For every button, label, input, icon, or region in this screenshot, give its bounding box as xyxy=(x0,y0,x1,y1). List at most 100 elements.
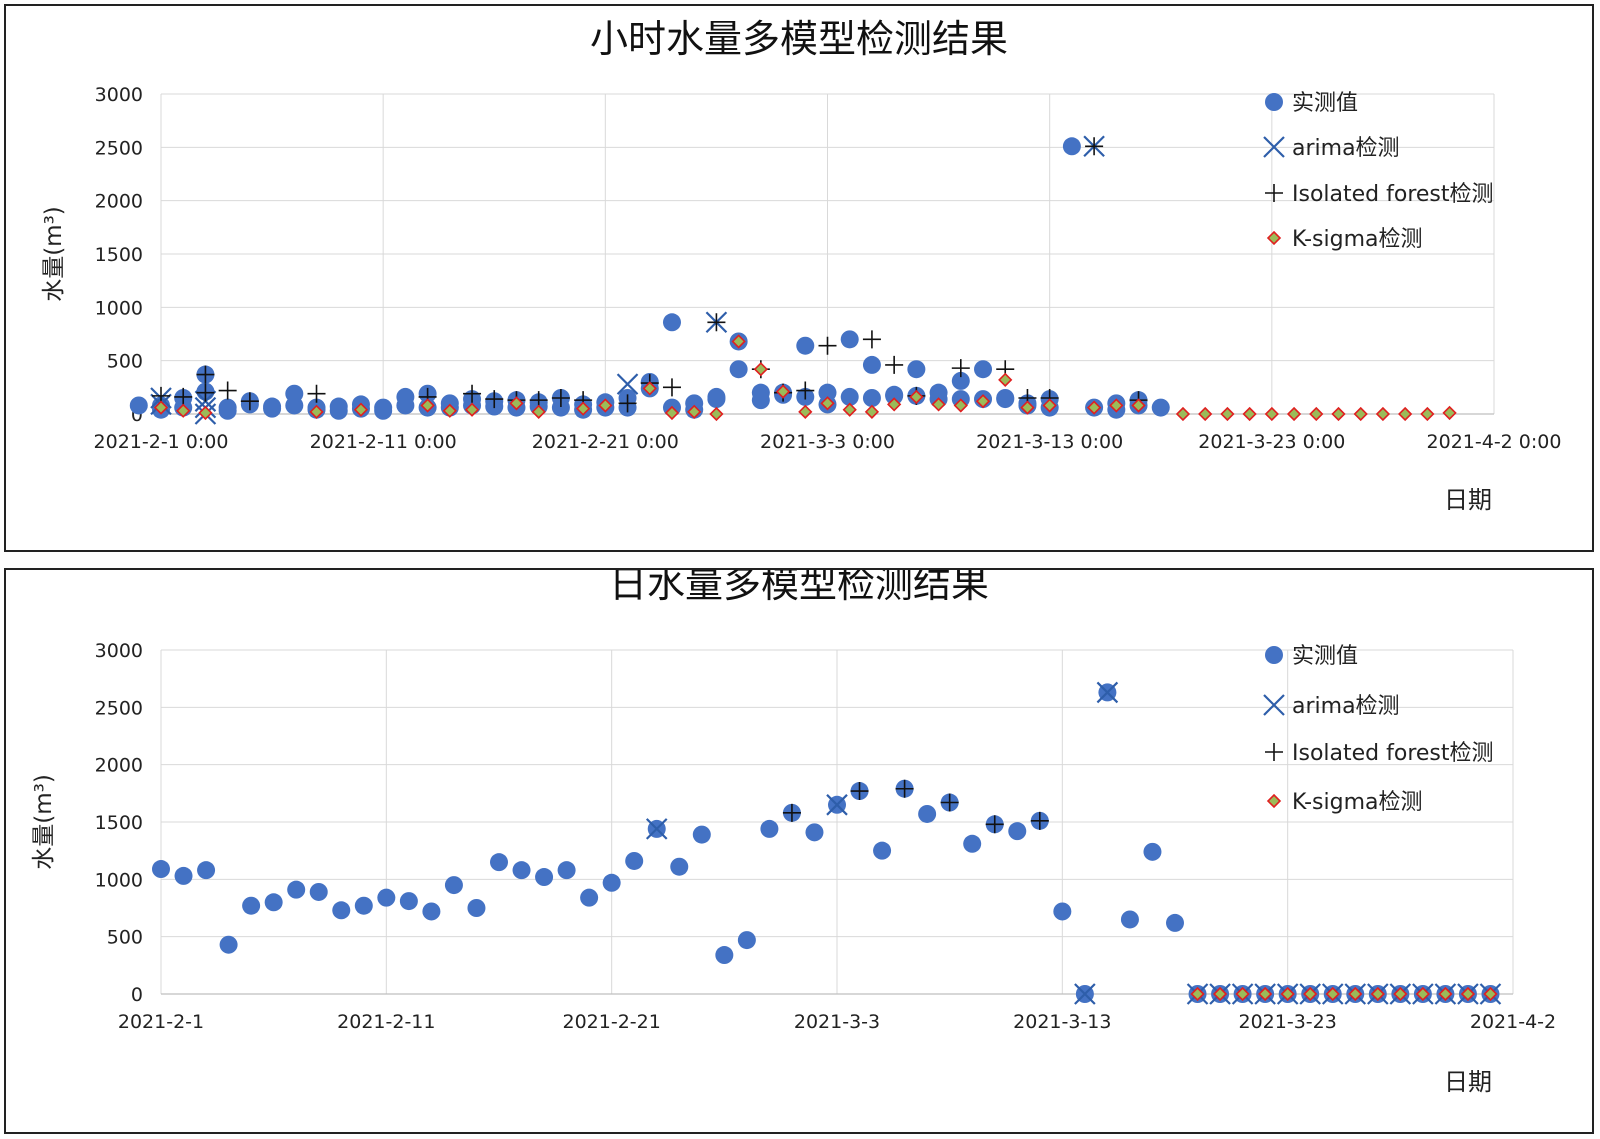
ksigma-marker xyxy=(1220,406,1235,422)
iforest-marker xyxy=(218,381,237,400)
ksigma-marker xyxy=(1438,986,1453,1002)
observed-point xyxy=(862,389,881,407)
iforest-marker xyxy=(862,330,881,349)
observed-point xyxy=(907,360,926,379)
observed-point xyxy=(1120,910,1139,929)
ksigma-marker xyxy=(1280,986,1295,1002)
legend-marker xyxy=(1266,230,1282,246)
y-tick-label: 2000 xyxy=(95,755,143,777)
observed-point xyxy=(580,888,599,907)
observed-point xyxy=(1053,902,1072,921)
observed-point xyxy=(218,401,237,420)
observed-point xyxy=(1151,398,1170,417)
observed-point xyxy=(242,896,261,915)
y-tick-label: 3000 xyxy=(95,640,143,662)
y-tick-label: 1500 xyxy=(95,244,143,266)
iforest-marker xyxy=(618,394,637,413)
observed-point xyxy=(263,399,282,418)
ksigma-marker xyxy=(664,405,680,421)
ksigma-marker xyxy=(309,404,324,419)
ksigma-marker xyxy=(1420,406,1435,422)
iforest-marker xyxy=(707,313,726,332)
ksigma-marker xyxy=(1331,406,1346,422)
iforest-marker xyxy=(307,384,326,403)
iforest-marker xyxy=(174,387,193,406)
y-tick-label: 1000 xyxy=(95,297,143,319)
ksigma-marker xyxy=(753,362,768,377)
observed-point xyxy=(329,401,348,420)
y-axis-label: 水量(m³) xyxy=(31,774,57,870)
series-1 xyxy=(645,681,1502,1005)
observed-point xyxy=(197,861,216,880)
observed-point xyxy=(662,313,681,332)
observed-point xyxy=(490,853,508,872)
ksigma-marker xyxy=(1086,400,1102,415)
observed-point xyxy=(737,931,756,950)
ksigma-marker xyxy=(1286,406,1302,422)
legend-label: 实测值 xyxy=(1292,644,1358,669)
observed-point xyxy=(374,401,393,420)
observed-point xyxy=(918,804,937,823)
x-tick-label: 2021-3-3 0:00 xyxy=(760,431,895,453)
iforest-marker xyxy=(782,803,801,822)
ksigma-marker xyxy=(1109,398,1124,413)
iforest-marker xyxy=(850,782,869,801)
iforest-marker xyxy=(940,793,959,812)
y-tick-label: 1500 xyxy=(95,812,143,834)
legend-marker xyxy=(1266,793,1282,809)
observed-point xyxy=(760,819,779,838)
iforest-marker xyxy=(240,392,259,411)
ksigma-marker xyxy=(931,397,946,412)
ksigma-marker xyxy=(731,334,746,349)
ksigma-marker xyxy=(1375,406,1391,422)
observed-point xyxy=(873,841,892,860)
legend-label: arima检测 xyxy=(1292,694,1400,719)
x-tick-label: 2021-4-2 xyxy=(1470,1011,1556,1033)
observed-point xyxy=(264,893,283,912)
legend-label: Isolated forest检测 xyxy=(1292,741,1494,766)
observed-point xyxy=(285,384,304,403)
ksigma-marker xyxy=(420,398,435,413)
legend-marker xyxy=(1265,184,1283,202)
ksigma-marker xyxy=(442,403,457,418)
daily-chart: 日水量多模型检测结果 0 500 1000 1500 2000 2500 3000 2021-2… xyxy=(31,570,1556,1096)
observed-point xyxy=(670,857,689,876)
ksigma-marker xyxy=(1235,986,1250,1002)
x-tick-label: 2021-2-11 0:00 xyxy=(310,431,457,453)
iforest-marker xyxy=(796,381,815,400)
x-axis-label: 日期 xyxy=(1444,486,1492,514)
ksigma-marker xyxy=(1393,986,1408,1002)
arima-marker xyxy=(826,794,848,816)
ksigma-marker xyxy=(464,402,480,417)
ksigma-marker xyxy=(1483,986,1498,1002)
iforest-marker xyxy=(951,359,970,378)
ksigma-marker xyxy=(642,381,657,396)
iforest-marker xyxy=(662,378,681,397)
x-tick-label: 2021-2-1 xyxy=(118,1011,204,1033)
y-tick-label: 500 xyxy=(107,927,143,949)
iforest-marker xyxy=(196,383,215,402)
ksigma-marker xyxy=(176,403,191,418)
iforest-marker xyxy=(1085,137,1104,156)
series-3 xyxy=(1190,986,1498,1002)
observed-point xyxy=(309,882,328,901)
observed-point xyxy=(996,390,1015,409)
observed-point xyxy=(1008,822,1027,841)
ksigma-marker xyxy=(975,394,991,409)
observed-point xyxy=(1062,137,1081,156)
ksigma-marker xyxy=(1212,986,1228,1002)
observed-point xyxy=(512,861,531,880)
observed-point xyxy=(332,901,351,920)
iforest-marker xyxy=(485,390,504,409)
legend-label: Isolated forest检测 xyxy=(1292,182,1494,207)
series-0 xyxy=(152,683,1500,1003)
series-3 xyxy=(153,334,1457,422)
ksigma-marker xyxy=(775,384,791,399)
ksigma-marker xyxy=(1442,405,1457,421)
ksigma-marker xyxy=(798,404,813,419)
legend: 实测值 arima检测 Isolated forest检测 K-sigma检测 xyxy=(1263,644,1494,815)
observed-point xyxy=(1166,913,1184,932)
y-tick-label: 0 xyxy=(131,984,143,1006)
observed-point xyxy=(707,387,726,406)
ksigma-marker xyxy=(1190,986,1205,1002)
